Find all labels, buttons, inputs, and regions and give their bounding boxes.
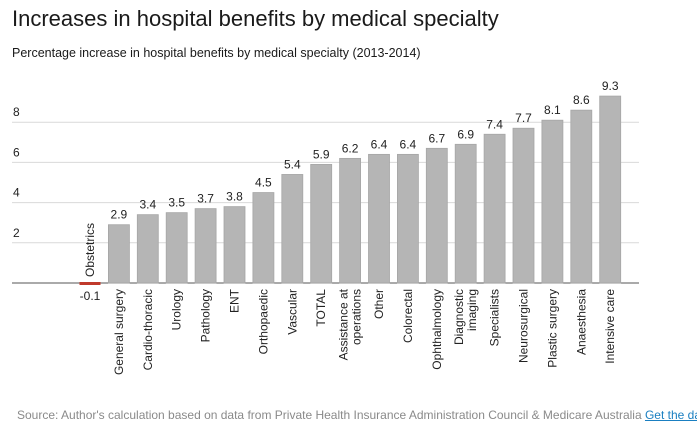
bar (425, 147, 448, 284)
category-label-line: Anaesthesia (574, 289, 588, 355)
category-label-line: Ophthalmology (430, 289, 444, 370)
category-label-line: Diagnostic (452, 289, 466, 345)
category-label: General surgery (112, 289, 126, 375)
data-label: 9.3 (602, 79, 619, 93)
data-label: 6.9 (457, 127, 474, 141)
data-label: 6.4 (371, 137, 388, 151)
data-label: 5.4 (284, 157, 301, 171)
data-label: 4.5 (255, 176, 272, 190)
bar (512, 127, 535, 284)
data-label: 6.4 (400, 137, 417, 151)
data-label: 7.7 (515, 111, 532, 125)
bar (570, 109, 593, 284)
data-label: 3.8 (226, 190, 243, 204)
data-label: 8.6 (573, 93, 590, 107)
chart-subtitle: Percentage increase in hospital benefits… (12, 46, 421, 60)
bar (108, 224, 130, 284)
bar (541, 119, 564, 284)
category-label-line: Urology (170, 289, 184, 330)
y-tick-label: 4 (13, 186, 20, 200)
chart-title: Increases in hospital benefits by medica… (12, 6, 499, 31)
y-tick-label: 8 (13, 105, 20, 119)
category-label: Neurosurgical (517, 289, 531, 363)
category-label-line: Pathology (199, 289, 213, 342)
category-label: Intensive care (603, 289, 617, 364)
bar (339, 157, 362, 284)
bar (252, 192, 275, 284)
category-label: Assistance at operations (337, 288, 364, 360)
bar (281, 174, 304, 284)
category-label: Urology (170, 289, 184, 330)
data-label: 3.4 (139, 198, 156, 212)
category-label: Orthopaedic (256, 289, 270, 354)
category-label-line: Neurosurgical (517, 289, 531, 363)
category-label-line: Vascular (285, 289, 299, 335)
data-label: 5.9 (313, 147, 330, 161)
category-label: Pathology (199, 289, 213, 342)
category-label: Obstetrics (83, 223, 97, 277)
category-label-line: Colorectal (401, 289, 415, 343)
get-data-link[interactable]: Get the data (644, 408, 697, 422)
bar-chart: 2 4 6 8 -0.1 Obstetrics 2.9 General surgery 3.4 C… (12, 79, 639, 375)
category-label: Anaesthesia (574, 289, 588, 355)
data-label: 7.4 (486, 117, 503, 131)
category-label-line: ENT (228, 288, 242, 313)
category-label: Specialists (488, 289, 502, 346)
category-label: Colorectal (401, 289, 415, 343)
category-label-line: Other (372, 289, 386, 319)
category-label: Ophthalmology (430, 289, 444, 370)
category-label: Vascular (285, 289, 299, 335)
data-label: 6.7 (428, 131, 445, 145)
data-label: 2.9 (111, 208, 128, 222)
category-label: TOTAL (314, 289, 328, 327)
bar (310, 164, 333, 284)
bar (454, 143, 477, 284)
bar (194, 208, 217, 284)
bar (396, 153, 419, 284)
data-label: 6.2 (342, 141, 359, 155)
category-label: ENT (228, 288, 242, 313)
data-label: -0.1 (80, 289, 101, 303)
category-label: Plastic surgery (545, 289, 559, 368)
category-label-line: Obstetrics (83, 223, 97, 277)
data-label: 8.1 (544, 103, 561, 117)
bar-negative (79, 282, 101, 285)
data-label: 3.7 (197, 192, 214, 206)
category-label-line: Specialists (488, 289, 502, 346)
category-label-line: Assistance at (337, 288, 351, 360)
bar (483, 133, 506, 284)
bar (368, 153, 390, 284)
category-label-line: General surgery (112, 289, 126, 375)
category-label: Cardio-thoracic (141, 289, 155, 370)
data-label: 3.5 (168, 196, 185, 210)
category-label: Other (372, 289, 386, 319)
y-tick-label: 2 (13, 226, 20, 240)
category-label-line: Cardio-thoracic (141, 289, 155, 370)
bar (599, 95, 622, 284)
category-label-line: Orthopaedic (256, 289, 270, 354)
source-text: Source: Author's calculation based on da… (17, 408, 642, 422)
category-label: Diagnostic imaging (452, 289, 479, 345)
bar (136, 214, 159, 284)
bar (165, 212, 188, 284)
category-label-line: operations (350, 289, 364, 345)
category-label-line: Intensive care (603, 289, 617, 364)
category-label-line: TOTAL (314, 289, 328, 327)
category-label-line: Plastic surgery (545, 289, 559, 368)
y-tick-label: 6 (13, 145, 20, 159)
source-footer: Source: Author's calculation based on da… (17, 408, 697, 422)
bar (223, 206, 246, 284)
category-label-line: imaging (465, 289, 479, 331)
